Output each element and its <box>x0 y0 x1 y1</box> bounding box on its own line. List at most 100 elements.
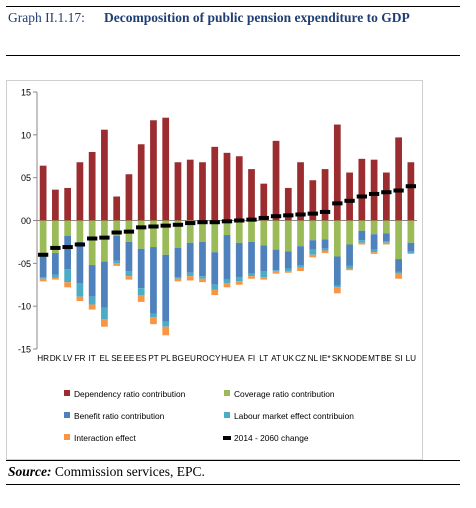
bar-segment <box>309 220 317 241</box>
bar-segment <box>248 241 255 274</box>
x-tick-label: EA <box>234 354 245 363</box>
x-tick-label: IT <box>89 354 96 363</box>
bar-segment <box>76 296 84 302</box>
bar-segment <box>174 247 182 278</box>
bar-segment <box>321 239 329 249</box>
source-text: Commission services, EPC. <box>54 464 205 479</box>
bar-segment <box>272 220 280 250</box>
bar-segment <box>407 242 415 252</box>
bar-segment <box>76 241 84 284</box>
bar-segment <box>52 220 59 254</box>
source-label: Source: <box>8 464 52 479</box>
x-tick-label: LT <box>259 354 268 363</box>
bar-segment <box>370 252 378 254</box>
bar-segment <box>199 162 206 221</box>
bar-segment <box>125 271 133 277</box>
bar-segment <box>223 283 231 288</box>
x-tick-label: LV <box>63 354 73 363</box>
x-tick-label: EL <box>99 354 109 363</box>
bar-segment <box>297 220 304 247</box>
bar-segment <box>382 242 390 245</box>
y-tick-label: -05 <box>18 259 31 269</box>
x-tick-label: PT <box>148 354 158 363</box>
bar-segment <box>346 268 353 271</box>
bar-segment <box>284 220 292 252</box>
bar-segment <box>52 277 59 280</box>
bar-segment <box>235 156 243 221</box>
bar-segment <box>39 256 47 278</box>
x-tick-label: CZ <box>295 354 306 363</box>
x-tick-label: BE <box>381 354 392 363</box>
bar-segment <box>76 162 84 221</box>
bar-segment <box>407 220 415 243</box>
bar-segment <box>333 256 341 286</box>
bar-segment <box>150 220 157 248</box>
legend-label: Labour market effect contribuion <box>234 411 354 421</box>
bar-segment <box>407 251 415 254</box>
bar-segment <box>88 265 96 297</box>
bar-segment <box>358 240 366 243</box>
bar-segment <box>88 220 96 266</box>
bar-segment <box>101 129 108 221</box>
bar-segment <box>174 277 182 279</box>
bar-segment <box>284 251 292 269</box>
bar-segment <box>370 249 378 253</box>
x-tick-label: IE* <box>320 354 332 363</box>
x-tick-label: CY <box>209 354 221 363</box>
bar-segment <box>309 254 317 258</box>
bar-segment <box>223 235 231 280</box>
x-tick-label: BG <box>172 354 184 363</box>
bar-segment <box>260 220 268 246</box>
bar-segment <box>235 220 243 243</box>
legend-label: Coverage ratio contribution <box>234 389 335 399</box>
bar-segment <box>358 158 366 221</box>
bar-segment <box>395 273 402 279</box>
bar-segment <box>309 249 317 255</box>
y-tick-label: -10 <box>18 302 31 312</box>
bar-segment <box>235 242 243 278</box>
bar-segment <box>113 263 121 266</box>
bar-segment <box>235 281 243 285</box>
y-tick-label: 15 <box>21 88 31 98</box>
x-tick-label: PL <box>161 354 171 363</box>
bar-segment <box>76 220 84 242</box>
bar-segment <box>101 220 108 262</box>
source-bottom-rule <box>6 484 460 485</box>
bar-segment <box>358 230 366 241</box>
bar-segment <box>211 220 219 253</box>
legend-swatch <box>64 434 70 440</box>
legend-swatch <box>64 412 70 418</box>
bar-segment <box>284 268 292 272</box>
bar-segment <box>284 271 292 273</box>
bar-segment <box>88 304 96 310</box>
legend-swatch <box>224 390 230 396</box>
x-tick-label: SE <box>111 354 122 363</box>
bar-segment <box>113 260 121 264</box>
bar-segment <box>358 242 366 245</box>
bar-segment <box>174 220 182 248</box>
bar-segment <box>382 233 390 242</box>
x-tick-label: EU <box>185 354 196 363</box>
bar-segment <box>223 279 231 284</box>
bar-segment <box>186 276 194 281</box>
bar-segment <box>272 140 280 221</box>
bar-segment <box>333 220 341 257</box>
bar-segment <box>223 152 231 221</box>
bar-segment <box>346 220 353 245</box>
bar-segment <box>199 241 206 277</box>
bar-segment <box>150 313 157 318</box>
bar-segment <box>370 159 378 221</box>
bar-segment <box>88 151 96 221</box>
bar-segment <box>382 241 390 243</box>
bar-segment <box>260 183 268 221</box>
bar-segment <box>272 270 280 272</box>
bar-segment <box>76 283 84 297</box>
bar-segment <box>101 307 108 320</box>
bar-segment <box>186 159 194 221</box>
bar-segment <box>211 289 219 296</box>
bar-segment <box>39 278 47 282</box>
bar-segment <box>199 278 206 283</box>
bar-segment <box>248 220 255 242</box>
bar-segment <box>125 174 133 221</box>
